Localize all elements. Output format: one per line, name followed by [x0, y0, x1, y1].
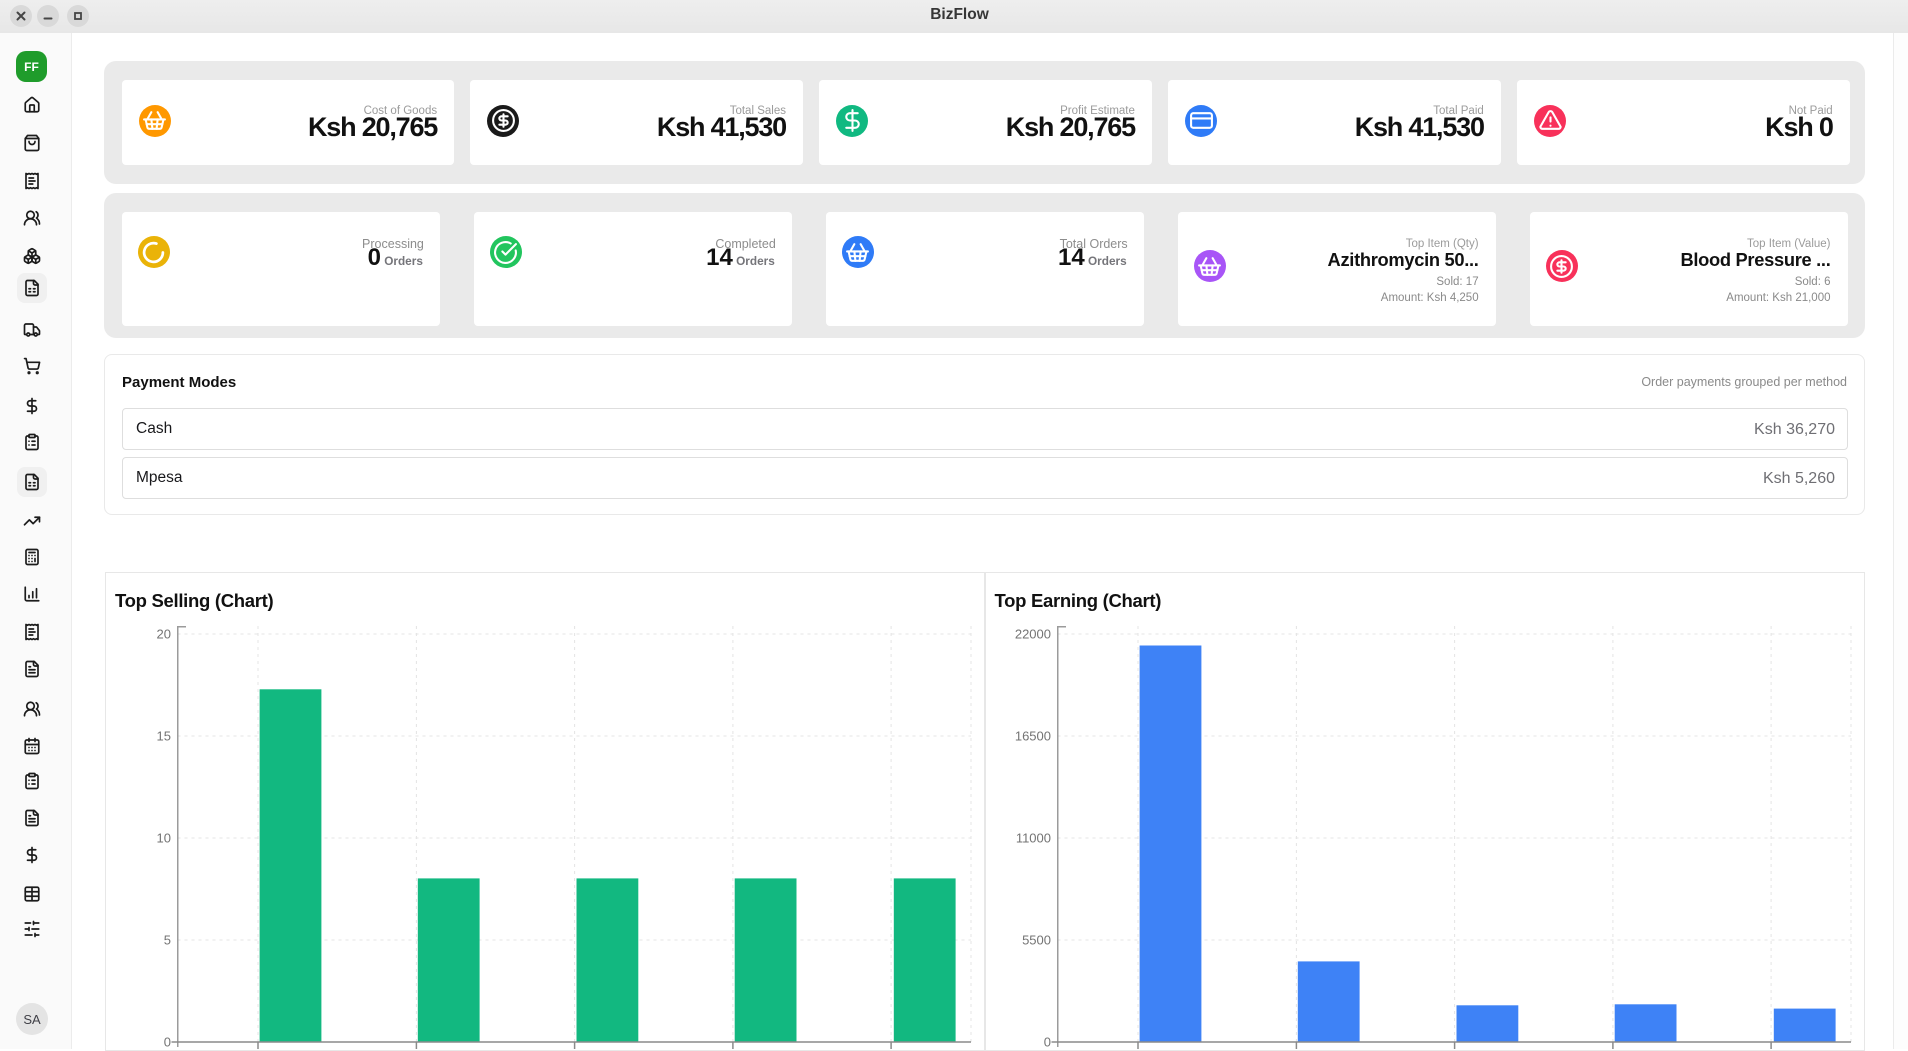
svg-text:22000: 22000	[1014, 627, 1050, 642]
svg-text:0: 0	[1043, 1035, 1050, 1050]
svg-text:16500: 16500	[1014, 729, 1050, 744]
svg-text:5: 5	[164, 933, 171, 948]
svg-text:15: 15	[157, 729, 171, 744]
svg-text:5500: 5500	[1022, 933, 1051, 948]
svg-text:10: 10	[157, 831, 171, 846]
svg-text:11000: 11000	[1015, 831, 1050, 846]
svg-text:20: 20	[157, 627, 171, 642]
svg-text:0: 0	[164, 1035, 171, 1050]
